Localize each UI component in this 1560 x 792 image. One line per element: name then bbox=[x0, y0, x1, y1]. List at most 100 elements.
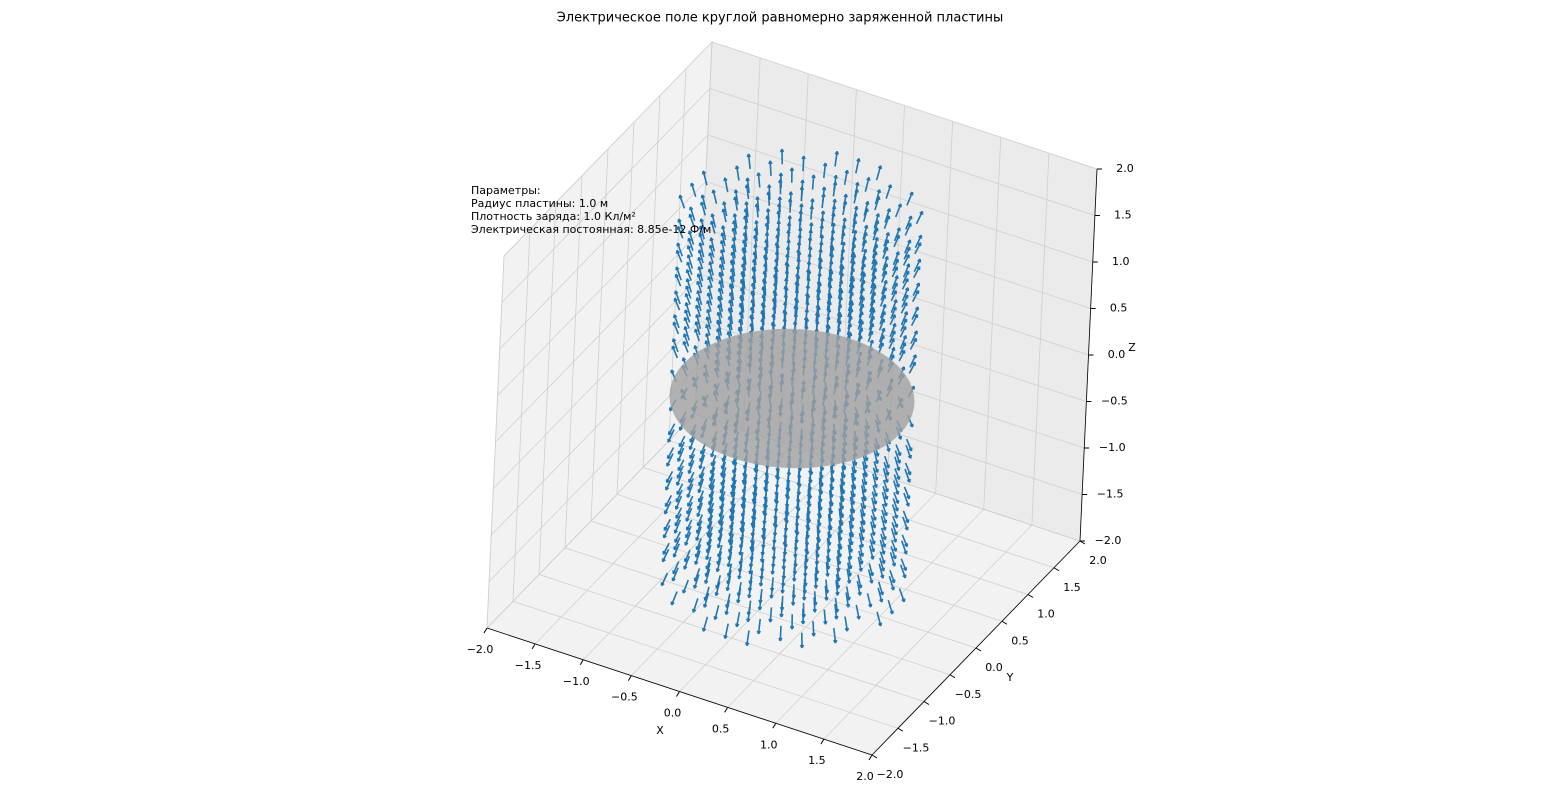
field-arrow bbox=[847, 544, 852, 560]
arrow-head bbox=[727, 539, 731, 544]
field-arrow bbox=[660, 572, 669, 586]
x-tick bbox=[483, 627, 488, 634]
arrow-head bbox=[829, 292, 832, 297]
field-arrow bbox=[858, 532, 864, 548]
arrow-head bbox=[890, 587, 895, 591]
field-arrow bbox=[774, 487, 778, 503]
arrow-head bbox=[729, 292, 734, 296]
arrow-head bbox=[716, 544, 720, 548]
arrow-head bbox=[884, 488, 889, 493]
arrow-head bbox=[744, 642, 748, 646]
arrow-head bbox=[823, 193, 826, 198]
field-arrow bbox=[709, 467, 716, 482]
field-arrow bbox=[835, 574, 840, 589]
arrow-head bbox=[751, 498, 755, 503]
field-arrow bbox=[731, 244, 736, 259]
field-arrow bbox=[892, 480, 899, 495]
arrow-head bbox=[673, 314, 678, 318]
arrow-head bbox=[896, 467, 900, 472]
arrow-head bbox=[891, 563, 896, 567]
field-arrow bbox=[743, 474, 748, 486]
arrow-head bbox=[808, 261, 812, 265]
field-arrow bbox=[670, 591, 678, 606]
field-arrow bbox=[873, 220, 879, 235]
arrow-head bbox=[841, 264, 844, 268]
arrow-head bbox=[739, 527, 742, 532]
field-arrow bbox=[721, 225, 727, 241]
field-arrow bbox=[913, 258, 921, 273]
field-arrow bbox=[705, 333, 711, 348]
arrow-head bbox=[716, 561, 719, 565]
field-arrow bbox=[674, 519, 682, 534]
field-arrow bbox=[858, 320, 864, 336]
arrow-head bbox=[781, 148, 785, 153]
y-axis-label: Y bbox=[1006, 671, 1014, 684]
arrow-head bbox=[707, 292, 711, 296]
arrow-head bbox=[893, 515, 898, 519]
field-arrow bbox=[702, 170, 708, 186]
field-arrow bbox=[910, 330, 918, 344]
field-arrow bbox=[729, 533, 734, 546]
arrow-head bbox=[778, 203, 782, 208]
x-axis-label: X bbox=[656, 724, 664, 737]
field-arrow bbox=[834, 151, 838, 167]
arrow-head bbox=[864, 256, 867, 260]
field-arrow bbox=[862, 208, 869, 222]
arrow-head bbox=[819, 272, 822, 277]
arrow-head bbox=[763, 270, 767, 275]
arrow-head bbox=[757, 606, 761, 611]
field-arrow bbox=[682, 579, 690, 594]
arrow-head bbox=[828, 501, 832, 506]
arrow-head bbox=[907, 455, 912, 459]
field-arrow bbox=[816, 525, 819, 541]
field-arrow bbox=[872, 473, 878, 488]
arrow-head bbox=[876, 244, 879, 248]
arrow-head bbox=[739, 318, 743, 323]
field-arrow bbox=[715, 581, 721, 596]
field-arrow bbox=[780, 601, 783, 618]
field-arrow bbox=[814, 573, 817, 589]
grid-line bbox=[707, 134, 1093, 263]
field-arrow bbox=[883, 461, 889, 476]
arrow-head bbox=[771, 546, 775, 551]
arrow-head bbox=[816, 513, 820, 517]
field-arrow bbox=[889, 552, 896, 567]
field-arrow bbox=[677, 447, 685, 462]
arrow-head bbox=[744, 208, 749, 212]
field-arrow bbox=[784, 506, 788, 522]
arrow-head bbox=[782, 541, 786, 546]
field-arrow bbox=[827, 513, 831, 529]
arrow-head bbox=[869, 580, 873, 584]
field-arrow bbox=[721, 455, 727, 470]
arrow-head bbox=[813, 584, 817, 589]
arrow-head bbox=[819, 256, 823, 261]
arrow-head bbox=[717, 553, 720, 558]
z-tick-label: −1.5 bbox=[1097, 488, 1124, 501]
field-arrow bbox=[755, 220, 759, 236]
field-arrow bbox=[739, 540, 744, 556]
arrow-head bbox=[729, 491, 733, 496]
field-arrow bbox=[704, 568, 711, 584]
arrow-head bbox=[892, 555, 896, 560]
field-arrow bbox=[664, 494, 673, 507]
arrow-head bbox=[821, 225, 824, 229]
arrow-head bbox=[779, 179, 783, 184]
arrow-head bbox=[722, 225, 726, 229]
field-arrow bbox=[685, 525, 692, 539]
field-arrow bbox=[911, 306, 919, 320]
arrow-head bbox=[837, 544, 841, 548]
field-arrow bbox=[838, 264, 843, 275]
field-arrow bbox=[731, 485, 737, 498]
field-arrow bbox=[720, 249, 726, 265]
arrow-head bbox=[715, 568, 718, 572]
field-arrow bbox=[698, 266, 704, 282]
arrow-head bbox=[755, 203, 760, 208]
arrow-head bbox=[799, 217, 803, 222]
field-arrow bbox=[900, 558, 907, 571]
arrow-head bbox=[704, 580, 707, 584]
field-arrow bbox=[671, 567, 679, 582]
field-arrow bbox=[851, 220, 857, 234]
field-arrow bbox=[850, 260, 855, 276]
field-arrow bbox=[827, 531, 831, 546]
field-arrow bbox=[707, 292, 713, 306]
